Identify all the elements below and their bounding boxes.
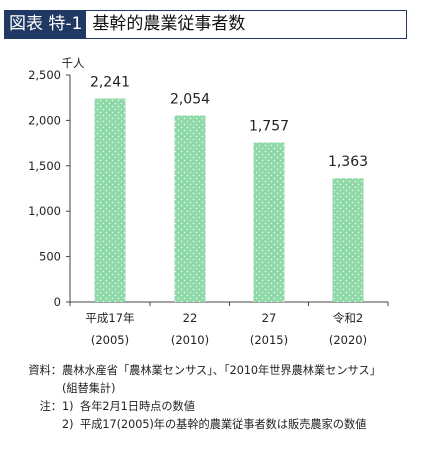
y-tick-label: 1,500 — [28, 159, 61, 173]
data-label: 1,757 — [249, 118, 289, 134]
source-text: 農林水産省「農林業センサス」、「2010年世界農林業センサス」 — [62, 364, 381, 377]
source-note: 資料： 農林水産省「農林業センサス」、「2010年世界農林業センサス」 (組替集… — [16, 362, 426, 397]
note-number: 1) — [62, 400, 74, 413]
x-tick-label: 27 — [262, 311, 277, 325]
bar-pattern — [332, 178, 364, 302]
x-tick-label-year: (2010) — [171, 333, 209, 347]
bar-chart: 千人 0 500 1,000 1,500 2,000 2,500 2,241 平成17年 (200… — [28, 56, 389, 347]
bar-pattern — [94, 98, 126, 302]
figure-title: 基幹的農業従事者数 — [92, 14, 246, 34]
data-label: 2,241 — [90, 75, 130, 91]
y-tick-label: 2,500 — [28, 68, 61, 82]
data-label: 1,363 — [328, 154, 368, 170]
bar-pattern — [253, 142, 285, 302]
data-label: 2,054 — [170, 91, 210, 107]
x-tick-label: 平成17年 — [85, 311, 134, 325]
y-tick-label: 1,000 — [28, 204, 61, 218]
y-tick-label: 2,000 — [28, 113, 61, 127]
source-label: 資料： — [28, 364, 62, 377]
note-text: 各年2月1日時点の数値 — [80, 400, 195, 413]
x-tick-label-year: (2005) — [91, 333, 129, 347]
x-tick-label: 令和2 — [333, 311, 363, 325]
x-tick-label-year: (2015) — [250, 333, 288, 347]
source-text-continued: (組替集計) — [62, 381, 116, 395]
figure-title-box: 図表 特-1 基幹的農業従事者数 — [4, 10, 407, 39]
bar-pattern — [174, 115, 206, 303]
y-tick-label: 0 — [54, 295, 61, 309]
notes: 注： 1) 各年2月1日時点の数値 2) 平成17(2005)年の基幹的農業従事… — [16, 398, 367, 433]
notes-label: 注： — [39, 400, 62, 413]
x-tick-label: 22 — [183, 311, 198, 325]
y-unit-label: 千人 — [62, 56, 85, 70]
note-number: 2) — [62, 417, 74, 431]
figure-number-tag: 図表 特-1 — [5, 11, 87, 38]
y-tick-label: 500 — [39, 250, 61, 264]
x-tick-label-year: (2020) — [329, 333, 367, 347]
note-text: 平成17(2005)年の基幹的農業従事者数は販売農家の数値 — [80, 417, 367, 431]
